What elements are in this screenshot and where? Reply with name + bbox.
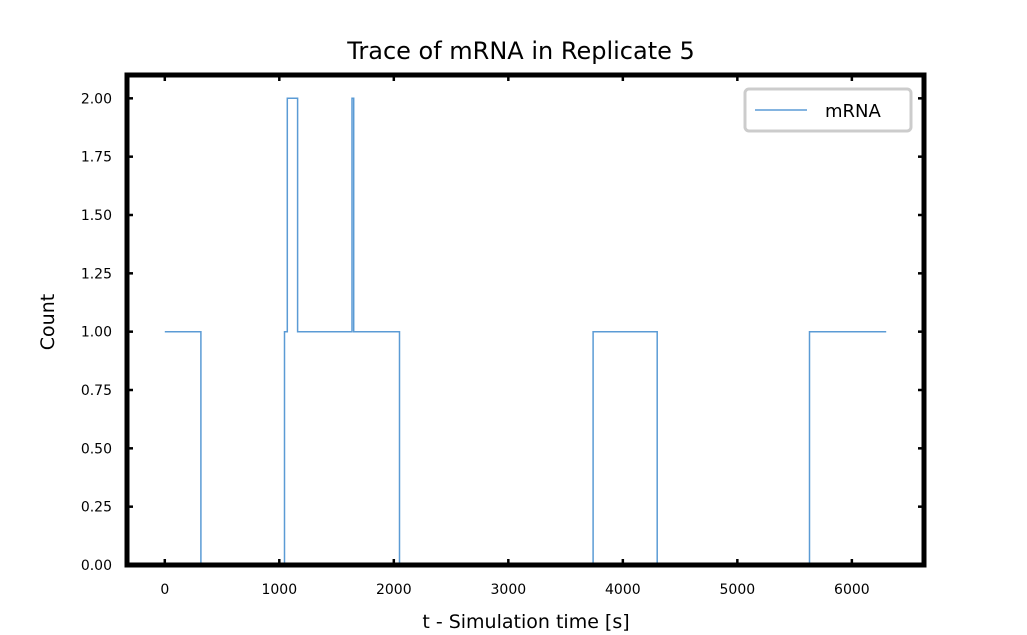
y-axis-label: Count [37, 294, 59, 350]
y-tick-label: 2.00 [81, 91, 112, 107]
y-tick-label: 0.75 [81, 383, 112, 399]
series-layer [164, 97, 887, 566]
x-tick-label: 2000 [376, 582, 412, 598]
y-tick-label: 0.00 [81, 558, 112, 574]
y-tick-label: 1.25 [81, 266, 112, 282]
plot-frame [124, 72, 927, 568]
x-axis-label: t - Simulation time [s] [422, 611, 629, 633]
y-tick-label: 0.50 [81, 441, 112, 457]
x-tick-label: 1000 [261, 582, 297, 598]
x-tick-label: 5000 [720, 582, 756, 598]
x-tick-label: 3000 [491, 582, 527, 598]
series-line-mrna [164, 97, 887, 566]
legend: mRNA [743, 87, 913, 133]
legend-box [743, 87, 913, 133]
x-tick-label: 0 [160, 582, 169, 598]
y-tick-label: 1.00 [81, 325, 112, 341]
x-tick-label: 6000 [834, 582, 870, 598]
y-tick-label: 0.25 [81, 500, 112, 516]
x-tick-label: 4000 [605, 582, 641, 598]
ticks: 0 1000 2000 3000 4000 5000 6000 0.00 0.25 0.50 0.7… [81, 75, 924, 598]
legend-label-mrna: mRNA [825, 101, 882, 122]
chart-title: Trace of mRNA in Replicate 5 [346, 37, 695, 65]
y-tick-label: 1.75 [81, 150, 112, 166]
y-tick-label: 1.50 [81, 208, 112, 224]
